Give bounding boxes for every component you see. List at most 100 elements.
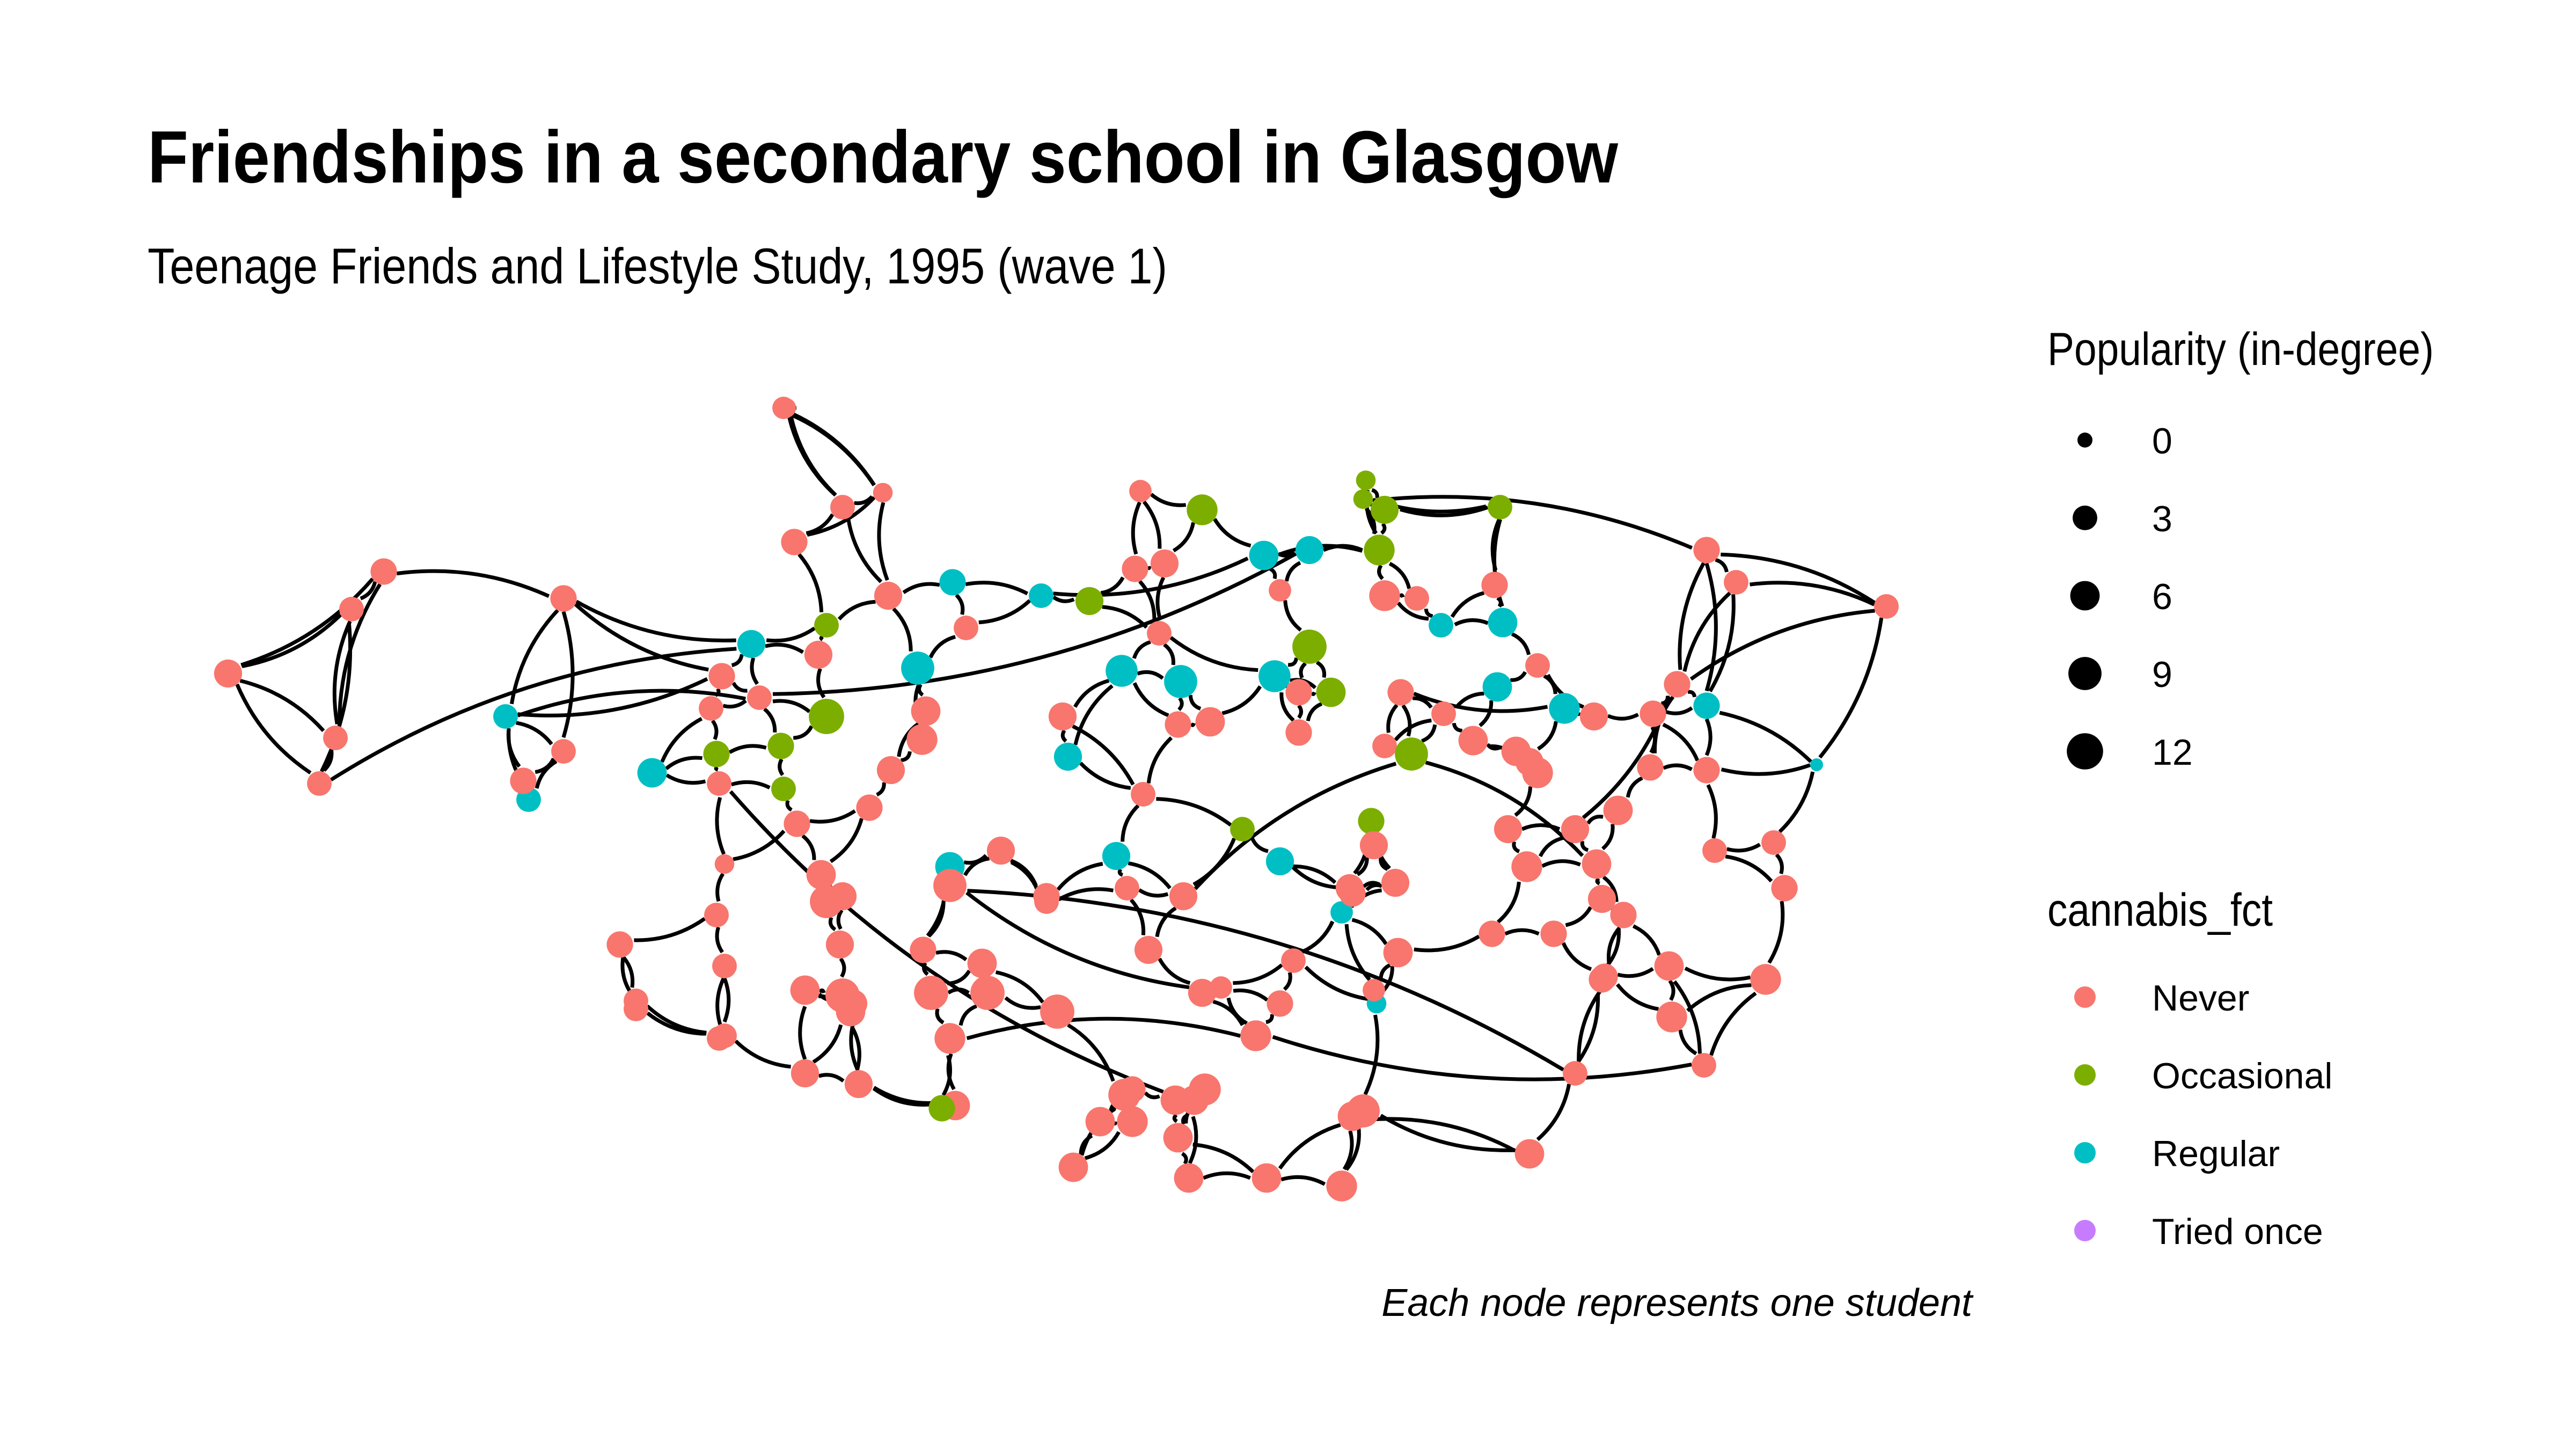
friendship-edge bbox=[1586, 815, 1604, 825]
friendship-edge bbox=[396, 569, 550, 598]
student-node bbox=[493, 704, 518, 729]
student-node bbox=[1108, 1079, 1140, 1111]
friendship-edge bbox=[1536, 721, 1558, 751]
friendship-edge bbox=[1304, 965, 1368, 1001]
friendship-edge bbox=[731, 654, 744, 668]
student-node bbox=[1693, 692, 1720, 719]
friendship-edge bbox=[764, 642, 804, 654]
friendship-edge bbox=[1720, 552, 1876, 605]
friendship-edge bbox=[1212, 999, 1245, 1026]
chart-title: Friendships in a secondary school in Gla… bbox=[148, 116, 1619, 199]
student-node bbox=[874, 581, 903, 610]
student-node bbox=[1637, 754, 1664, 781]
student-node bbox=[781, 529, 808, 555]
student-node bbox=[1134, 935, 1163, 964]
student-node bbox=[737, 630, 766, 658]
student-node bbox=[1381, 868, 1410, 897]
student-node bbox=[772, 397, 795, 419]
student-node bbox=[747, 685, 772, 710]
friendship-edge bbox=[763, 707, 777, 733]
friendship-edge bbox=[778, 758, 785, 777]
friendship-edge bbox=[1250, 836, 1269, 853]
friendship-edge bbox=[1121, 804, 1140, 842]
student-node bbox=[873, 482, 893, 503]
friendship-edge bbox=[1818, 617, 1884, 759]
friendship-edge bbox=[947, 969, 971, 985]
student-node bbox=[804, 640, 833, 669]
friendship-edge bbox=[1372, 495, 1693, 550]
student-node bbox=[806, 860, 836, 890]
student-node bbox=[1339, 880, 1366, 907]
student-node bbox=[1147, 621, 1172, 646]
friendship-edge bbox=[1344, 1126, 1361, 1171]
size-legend-title: Popularity (in-degree) bbox=[2047, 324, 2434, 375]
friendship-edge bbox=[1181, 1152, 1188, 1165]
student-node bbox=[1165, 711, 1191, 738]
friendship-edge bbox=[1142, 500, 1162, 549]
friendship-edge bbox=[515, 721, 553, 745]
friendship-edge bbox=[1719, 711, 1812, 763]
friendship-edge bbox=[892, 607, 913, 652]
student-node bbox=[637, 758, 667, 788]
friendship-edge bbox=[1750, 581, 1875, 606]
student-node bbox=[914, 976, 948, 1010]
size-legend-label: 9 bbox=[2152, 654, 2172, 695]
friendship-edge bbox=[1504, 928, 1540, 936]
friendship-edge bbox=[734, 1040, 792, 1069]
friendship-edge bbox=[941, 1055, 952, 1096]
friendship-edge bbox=[902, 582, 940, 595]
friendship-edge bbox=[1146, 566, 1151, 570]
student-node bbox=[791, 1059, 819, 1088]
friendship-edge bbox=[836, 909, 844, 930]
friendship-edge bbox=[715, 977, 726, 1026]
friendship-edge bbox=[722, 699, 747, 709]
student-node bbox=[825, 930, 854, 959]
student-node bbox=[784, 810, 810, 837]
friendship-edge bbox=[535, 759, 558, 789]
student-node bbox=[339, 597, 364, 621]
student-node bbox=[1429, 613, 1453, 638]
student-node bbox=[703, 741, 730, 767]
student-node bbox=[939, 569, 966, 596]
student-node bbox=[1187, 494, 1218, 525]
friendship-edge bbox=[1084, 1131, 1121, 1160]
student-node bbox=[712, 954, 737, 978]
student-node bbox=[1488, 608, 1518, 638]
friendship-edge bbox=[1775, 853, 1784, 875]
friendship-edge bbox=[1132, 640, 1151, 659]
friendship-edge bbox=[1278, 1123, 1341, 1170]
size-legend: Popularity (in-degree) 0 3 6 9 12 bbox=[2047, 324, 2434, 773]
color-legend-key bbox=[2074, 1220, 2096, 1241]
student-node bbox=[1640, 700, 1666, 727]
student-nodes bbox=[214, 397, 1899, 1202]
friendship-edge bbox=[1388, 561, 1411, 589]
friendship-edge bbox=[1607, 713, 1640, 721]
student-node bbox=[771, 777, 796, 801]
student-node bbox=[1240, 1020, 1271, 1051]
student-node bbox=[933, 869, 967, 902]
friendship-edge bbox=[1283, 600, 1302, 632]
friendship-edge bbox=[1496, 881, 1521, 924]
friendship-edge bbox=[1181, 1113, 1189, 1125]
size-legend-key bbox=[2068, 657, 2102, 690]
color-legend-label: Never bbox=[2152, 978, 2249, 1019]
friendship-edge bbox=[360, 581, 377, 601]
friendship-edge bbox=[828, 917, 837, 932]
friendship-edge bbox=[798, 1006, 807, 1060]
friendship-edge bbox=[240, 577, 375, 667]
student-node bbox=[1874, 594, 1899, 619]
student-node bbox=[1582, 849, 1612, 879]
student-node bbox=[1150, 549, 1179, 578]
color-legend-title: cannabis_fct bbox=[2047, 884, 2273, 936]
student-node bbox=[876, 756, 905, 785]
friendship-edge bbox=[1144, 1091, 1160, 1100]
friendship-edge bbox=[1213, 518, 1252, 548]
friendship-edge bbox=[966, 1016, 1241, 1041]
student-node bbox=[1265, 847, 1294, 876]
friendship-edge bbox=[1626, 776, 1643, 798]
friendship-edge bbox=[812, 1024, 843, 1064]
friendship-edge bbox=[1172, 522, 1196, 553]
friendship-edge bbox=[797, 553, 824, 613]
student-node bbox=[1258, 660, 1291, 692]
